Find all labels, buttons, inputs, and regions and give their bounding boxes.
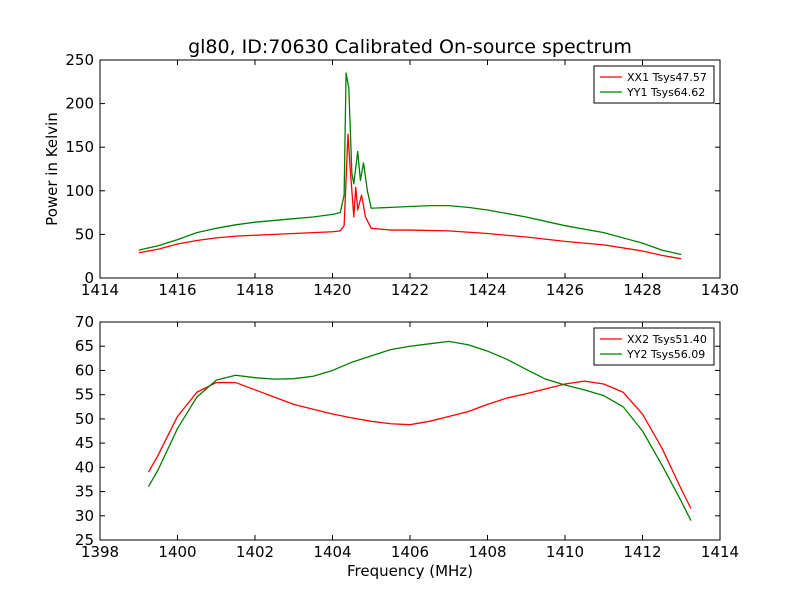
y-tick-label: 55 [75,386,94,404]
x-tick-label: 1410 [546,543,584,561]
x-tick-label: 1424 [468,281,506,299]
x-tick-label: 1414 [701,543,739,561]
x-tick-label: 1412 [623,543,661,561]
y-tick-label: 40 [75,458,94,476]
y-tick-label: 45 [75,434,94,452]
chart-1: gl80, ID:70630 Calibrated On-source spec… [43,36,739,299]
legend: XX2 Tsys51.40 YY2 Tsys56.09 [593,327,715,366]
x-tick-label: 1416 [158,281,196,299]
chart-title: gl80, ID:70630 Calibrated On-source spec… [188,36,632,58]
series-line-1 [138,133,682,260]
y-tick-label: 65 [75,337,94,355]
legend: XX1 Tsys47.57 YY1 Tsys64.62 [593,65,715,104]
x-tick-label: 1402 [236,543,274,561]
y-tick-label: 25 [75,531,94,549]
chart-2: 1398 1400 1402 1404 1406 1408 1410 1412 1414 25 30… [75,313,739,580]
y-tick-label: 50 [75,225,94,243]
y-tick-label: 60 [75,361,94,379]
x-tick-label: 1430 [701,281,739,299]
legend-box [593,65,715,104]
x-tick-label: 1418 [236,281,274,299]
x-tick-label: 1414 [81,281,119,299]
y-tick-label: 0 [84,269,94,287]
series-line-1 [147,380,692,509]
y-axis-label: Power in Kelvin [43,112,61,226]
legend-entry: XX2 Tsys51.40 [627,333,707,346]
legend-entry: XX1 Tsys47.57 [627,71,707,84]
legend-entry: YY1 Tsys64.62 [626,86,705,99]
x-tick-label: 1426 [546,281,584,299]
y-tick-label: 70 [75,313,94,331]
x-axis-label: Frequency (MHz) [347,562,473,580]
y-tick-label: 200 [65,95,94,113]
x-tick-label: 1398 [81,543,119,561]
x-tick-label: 1422 [391,281,429,299]
y-tick-label: 250 [65,51,94,69]
legend-entry: YY2 Tsys56.09 [626,348,705,361]
series-line-2 [138,72,682,256]
x-tick-label: 1408 [468,543,506,561]
x-tick-label: 1428 [623,281,661,299]
y-tick-label: 150 [65,138,94,156]
y-tick-label: 100 [65,182,94,200]
y-tick-label: 35 [75,483,94,501]
series-line-2 [147,340,692,521]
x-tick-label: 1400 [158,543,196,561]
x-tick-label: 1406 [391,543,429,561]
y-tick-label: 30 [75,507,94,525]
legend-box [593,327,715,366]
x-tick-label: 1404 [313,543,351,561]
y-tick-label: 50 [75,410,94,428]
x-tick-label: 1420 [313,281,351,299]
